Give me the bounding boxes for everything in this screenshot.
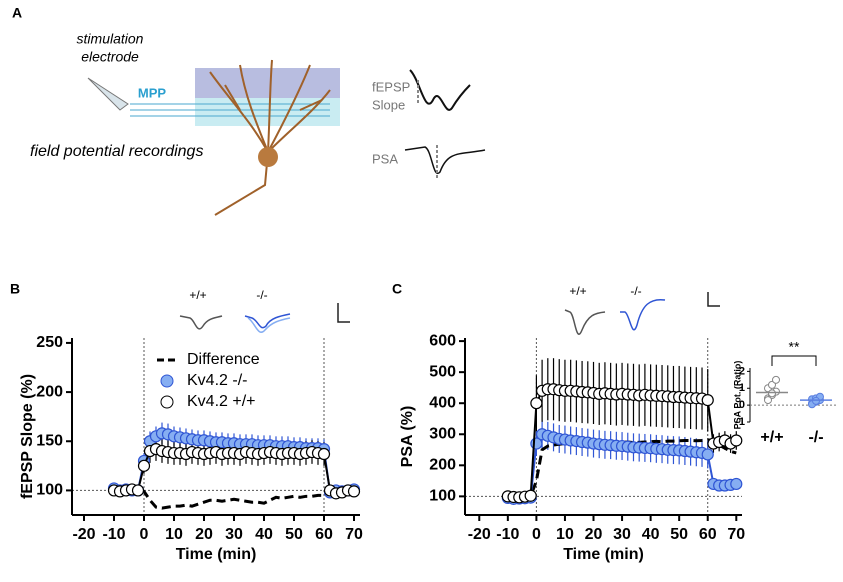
- series-line: [507, 438, 737, 498]
- trace-label: -/-: [630, 284, 641, 298]
- marker: [347, 485, 361, 498]
- marker: [131, 484, 145, 497]
- y-axis-label: PSA (%): [399, 406, 416, 468]
- legend-label: Kv4.2 +/+: [187, 393, 256, 410]
- point: [768, 389, 776, 398]
- x-tick-label: 40: [255, 526, 273, 543]
- y-tick-label: -1: [735, 416, 745, 428]
- label: electrode: [81, 49, 139, 65]
- x-tick-label: 50: [285, 526, 303, 543]
- x-tick-label: 40: [642, 526, 660, 543]
- panel-label: C: [392, 281, 402, 297]
- x-tick-label: 10: [165, 526, 183, 543]
- marker: [701, 448, 714, 461]
- trace-label: +/+: [569, 284, 586, 298]
- x-tick-label: 70: [727, 526, 745, 543]
- y-tick-label: 150: [36, 432, 63, 449]
- x-tick-label: -10: [496, 526, 519, 543]
- x-tick-label: 30: [225, 526, 243, 543]
- trace: [244, 313, 291, 329]
- trace: [620, 298, 666, 331]
- soma: [258, 147, 278, 167]
- scale-bar: [337, 303, 350, 323]
- label: stimulation: [77, 31, 144, 47]
- label: PSA: [372, 151, 398, 166]
- trace: [179, 315, 223, 330]
- y-tick-label: 200: [429, 457, 456, 474]
- label: Slope: [372, 97, 405, 112]
- trace: [409, 69, 471, 111]
- x-tick-label: -10: [102, 526, 125, 543]
- x-tick-label: 20: [585, 526, 603, 543]
- x-tick-label: -20: [468, 526, 491, 543]
- panel-label: B: [10, 281, 20, 297]
- x-tick-label: +/+: [760, 429, 783, 446]
- marker: [701, 394, 714, 407]
- layer: [195, 68, 340, 98]
- x-tick-label: 0: [140, 526, 149, 543]
- y-tick-label: 1: [739, 382, 745, 394]
- y-tick-label: 600: [429, 332, 456, 349]
- point: [772, 375, 780, 384]
- fibers: [130, 103, 330, 117]
- trace: [564, 309, 606, 335]
- trace: [247, 317, 291, 333]
- x-axis-label: Time (min): [176, 546, 257, 563]
- x-tick-label: 0: [532, 526, 541, 543]
- x-tick-label: -20: [72, 526, 95, 543]
- trace-label: +/+: [189, 288, 206, 302]
- significance-bracket: [771, 355, 817, 366]
- point: [764, 396, 772, 405]
- x-tick-label: 60: [315, 526, 333, 543]
- trace-label: -/-: [256, 288, 267, 302]
- marker: [730, 477, 743, 491]
- significance: **: [789, 339, 800, 355]
- y-axis-label: fEPSP Slope (%): [19, 374, 36, 499]
- series-line: [114, 488, 354, 510]
- y-tick-label: 250: [36, 334, 63, 351]
- x-tick-label: 10: [556, 526, 574, 543]
- panel-a: A stimulation electrode MPP field potent…: [12, 5, 486, 216]
- trace-insets: [179, 292, 720, 335]
- legend-label: Kv4.2 -/-: [187, 372, 247, 389]
- y-tick-label: 100: [429, 488, 456, 505]
- x-tick-label: 50: [670, 526, 688, 543]
- y-tick-label: 2: [739, 365, 745, 377]
- x-axis-label: Time (min): [563, 546, 644, 563]
- electrode: [87, 77, 129, 111]
- marker: [317, 447, 331, 461]
- y-tick-label: 300: [429, 425, 456, 442]
- y-axis-label: PSA Pot. (Ratio): [732, 361, 742, 430]
- y-tick-label: 500: [429, 363, 456, 380]
- trace: [404, 146, 486, 175]
- legend-label: Difference: [187, 351, 260, 368]
- point: [812, 396, 820, 405]
- marker: [137, 459, 151, 472]
- scale-bar: [707, 292, 720, 307]
- legend-marker: [160, 374, 174, 388]
- x-tick-label: 20: [195, 526, 213, 543]
- y-tick-label: 200: [36, 383, 63, 400]
- label: MPP: [138, 85, 167, 100]
- point: [768, 380, 776, 389]
- marker: [524, 489, 537, 502]
- y-tick-label: 0: [739, 399, 745, 411]
- x-tick-label: 70: [345, 526, 363, 543]
- y-tick-label: 100: [36, 482, 63, 499]
- marker: [730, 434, 743, 447]
- label: fEPSP: [372, 79, 410, 94]
- x-tick-label: 60: [699, 526, 717, 543]
- x-tick-label: -/-: [808, 429, 823, 446]
- marker: [530, 397, 543, 410]
- legend-marker: [160, 395, 174, 409]
- panel-label: A: [12, 5, 22, 21]
- label: field potential recordings: [30, 143, 203, 160]
- x-tick-label: 30: [613, 526, 631, 543]
- y-tick-label: 400: [429, 394, 456, 411]
